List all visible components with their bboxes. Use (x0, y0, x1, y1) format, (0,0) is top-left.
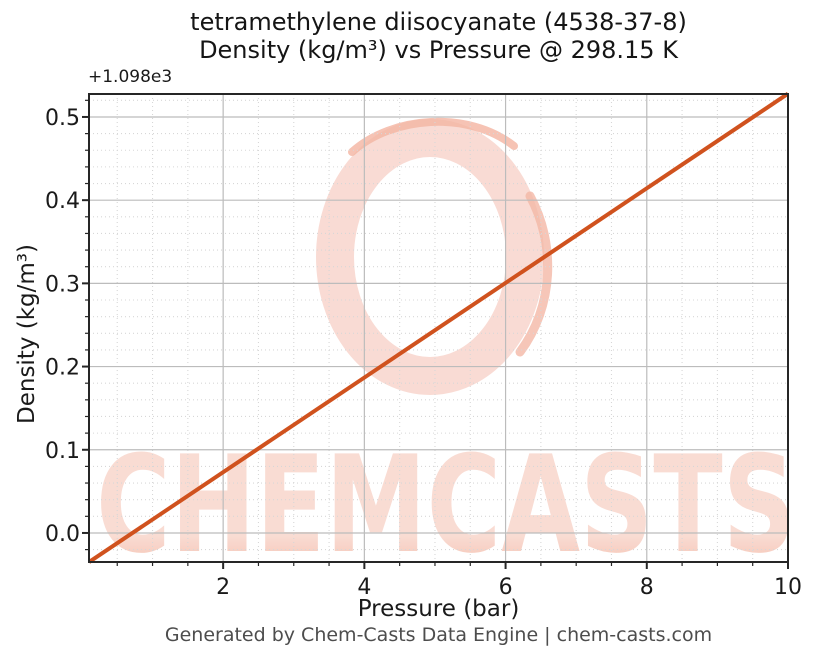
axis-ticks (82, 99, 789, 569)
watermark-ring-accent-top (348, 117, 518, 156)
chart-title-line2: Density (kg/m³) vs Pressure @ 298.15 K (199, 36, 678, 64)
watermark-text: CHEMCASTS (96, 427, 796, 583)
x-tick-label: 6 (499, 575, 513, 600)
y-axis-offset-label: +1.098e3 (88, 67, 173, 87)
y-tick-label: 0.2 (45, 356, 80, 381)
x-tick-label: 4 (357, 575, 371, 600)
footer-attribution: Generated by Chem-Casts Data Engine | ch… (164, 624, 713, 646)
chart-title-line1: tetramethylene diisocyanate (4538-37-8) (190, 8, 687, 36)
y-tick-label: 0.4 (45, 189, 80, 214)
tick-labels: 2 4 6 8 10 0.0 0.1 0.2 0.3 0.4 0.5 (45, 106, 802, 600)
y-tick-label: 0.5 (45, 106, 80, 131)
y-tick-label: 0.3 (45, 272, 80, 297)
x-tick-label: 2 (216, 575, 230, 600)
density-data-line (87, 92, 790, 564)
plot-spines (88, 93, 789, 563)
x-axis-label: Pressure (bar) (357, 596, 520, 622)
x-tick-label: 10 (774, 575, 802, 600)
minor-gridlines (89, 94, 788, 562)
y-axis-label: Density (kg/m³) (14, 244, 40, 424)
x-tick-label: 8 (640, 575, 654, 600)
y-tick-label: 0.1 (45, 439, 80, 464)
watermark-group: CHEMCASTS (96, 117, 796, 583)
watermark-ring-accent-right (515, 191, 553, 357)
watermark-ring (316, 119, 544, 395)
y-tick-label: 0.0 (45, 522, 80, 547)
